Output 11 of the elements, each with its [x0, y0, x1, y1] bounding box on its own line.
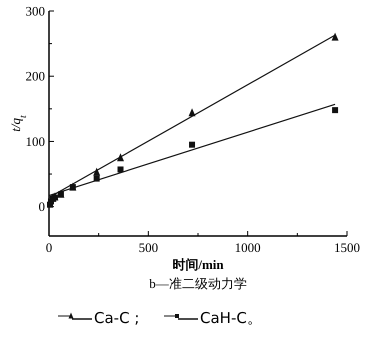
x-tick-label: 500: [138, 240, 158, 255]
y-tick-label: 0: [38, 199, 45, 214]
x-tick-label: 1000: [234, 240, 261, 255]
text: b—准二级动力学: [149, 276, 247, 291]
legend-label: Ca-C ;: [94, 309, 140, 327]
y-tick-label: 200: [26, 68, 45, 84]
x-tick-label: 1500: [334, 240, 360, 255]
y-tick-label: 100: [26, 134, 45, 149]
legend-label: CaH-C。: [200, 309, 262, 327]
y-tick-label: 300: [26, 4, 45, 18]
x-axis-title: 时间/min: [172, 257, 224, 272]
